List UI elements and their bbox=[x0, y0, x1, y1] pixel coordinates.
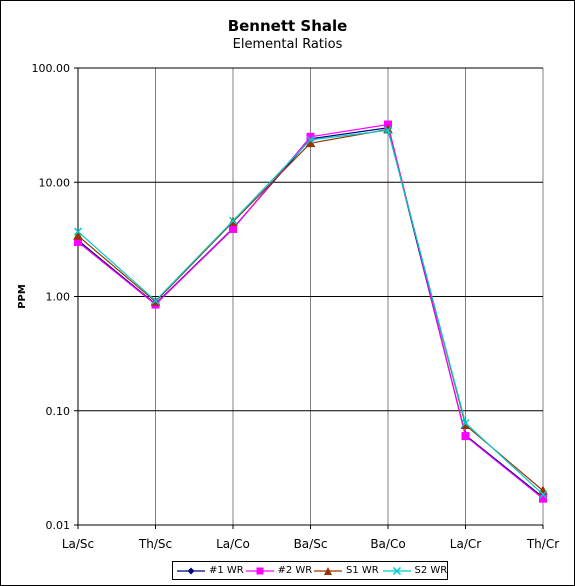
x-tick-label: Ba/Co bbox=[370, 537, 405, 551]
y-tick-label: 0.10 bbox=[46, 405, 71, 418]
x-tick-label: Th/Sc bbox=[138, 537, 172, 551]
legend-swatch bbox=[314, 566, 342, 575]
y-axis-label: PPM bbox=[17, 284, 28, 309]
legend-label: #2 WR bbox=[277, 565, 313, 576]
data-point-series-3 bbox=[306, 135, 315, 144]
x-tick-label: La/Co bbox=[216, 537, 250, 551]
y-tick-label: 100.00 bbox=[32, 62, 71, 75]
legend: #1 WR #2 WR S1 WR S2 WR bbox=[172, 561, 448, 580]
x-tick-label: Th/Cr bbox=[526, 537, 559, 551]
data-point-series-3 bbox=[461, 419, 470, 428]
chart-title: Bennett Shale bbox=[227, 17, 348, 35]
legend-label: S2 WR bbox=[414, 565, 448, 576]
legend-item: #1 WR bbox=[177, 562, 244, 579]
data-point-series-3 bbox=[383, 126, 393, 135]
legend-label: S1 WR bbox=[346, 565, 379, 576]
data-point-series-1 bbox=[461, 432, 470, 441]
legend-item: #2 WR bbox=[245, 562, 313, 579]
legend-label: #1 WR bbox=[209, 565, 244, 576]
x-tick-label: La/Cr bbox=[450, 537, 481, 551]
x-tick-label: Ba/Sc bbox=[294, 537, 328, 551]
y-tick-label: 10.00 bbox=[39, 176, 71, 189]
chart-subtitle: Elemental Ratios bbox=[232, 37, 343, 52]
data-point-series-3 bbox=[538, 490, 548, 499]
legend-item: S1 WR bbox=[314, 562, 379, 579]
legend-swatch bbox=[382, 566, 411, 575]
legend-swatch bbox=[177, 567, 205, 574]
data-point-series-1 bbox=[229, 224, 237, 233]
legend-swatch bbox=[245, 567, 274, 574]
y-tick-label: 1.00 bbox=[46, 291, 71, 304]
legend-item: S2 WR bbox=[382, 562, 448, 579]
data-point-series-3 bbox=[151, 296, 160, 305]
y-tick-label: 0.01 bbox=[46, 519, 71, 532]
data-point-series-3 bbox=[228, 216, 238, 225]
x-tick-label: La/Sc bbox=[62, 537, 94, 551]
data-point-series-2 bbox=[73, 230, 83, 240]
data-point-series-3 bbox=[73, 227, 83, 236]
